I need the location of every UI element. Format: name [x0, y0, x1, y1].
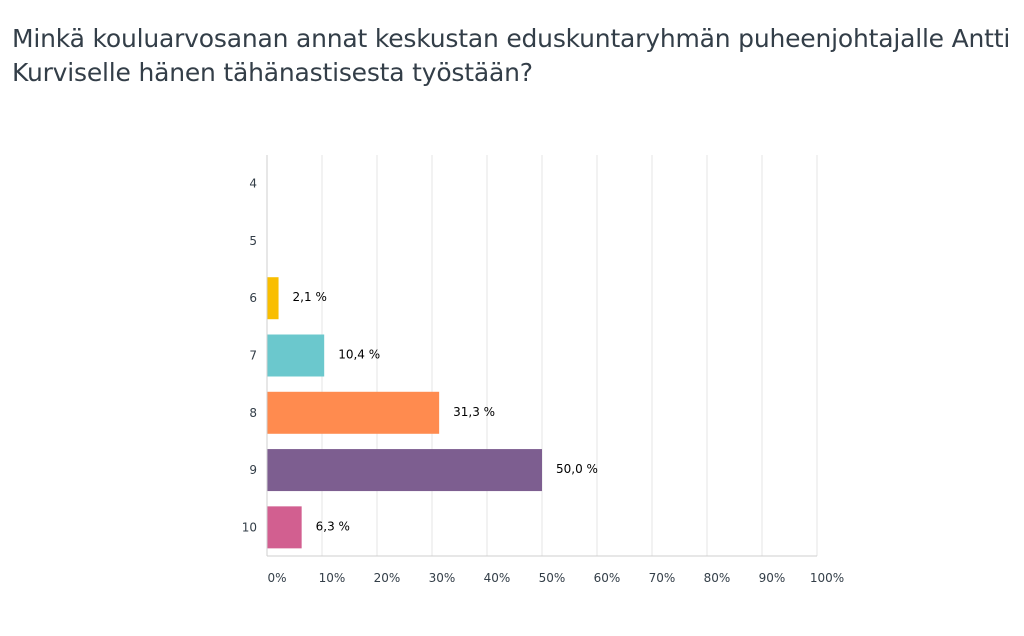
- grid-lines: [321, 155, 818, 556]
- bars: [267, 277, 542, 549]
- data-label-6: 2,1 %: [293, 290, 327, 304]
- bar-10: [267, 506, 302, 549]
- x-tick-label-70: 70%: [649, 571, 676, 585]
- axes: [266, 155, 817, 557]
- category-label-5: 5: [249, 234, 257, 248]
- bar-8: [267, 391, 440, 434]
- category-label-4: 4: [249, 177, 257, 191]
- x-tick-label-20: 20%: [374, 571, 401, 585]
- x-tick-label-0: 0%: [267, 571, 286, 585]
- category-labels: 4 5 6 7 8 9 10: [242, 177, 257, 535]
- x-tick-labels: 0% 10% 20% 30% 40% 50% 60% 70% 80% 90% 100%: [267, 571, 844, 585]
- chart-title: Minkä kouluarvosanan annat keskustan edu…: [12, 24, 1011, 87]
- category-label-8: 8: [249, 406, 257, 420]
- bar-9: [267, 449, 542, 492]
- category-label-9: 9: [249, 463, 257, 477]
- x-tick-label-40: 40%: [484, 571, 511, 585]
- data-label-10: 6,3 %: [316, 519, 350, 533]
- x-tick-label-30: 30%: [429, 571, 456, 585]
- x-tick-label-50: 50%: [539, 571, 566, 585]
- bar-6: [267, 277, 279, 320]
- x-tick-label-100: 100%: [810, 571, 844, 585]
- x-tick-label-80: 80%: [704, 571, 731, 585]
- data-labels: 2,1 % 10,4 % 31,3 % 50,0 % 6,3 %: [293, 290, 598, 533]
- bar-7: [267, 334, 325, 377]
- x-tick-label-60: 60%: [594, 571, 621, 585]
- category-label-6: 6: [249, 291, 257, 305]
- x-tick-label-90: 90%: [759, 571, 786, 585]
- data-label-8: 31,3 %: [453, 405, 495, 419]
- data-label-9: 50,0 %: [556, 462, 598, 476]
- data-label-7: 10,4 %: [338, 348, 380, 362]
- x-tick-label-10: 10%: [319, 571, 346, 585]
- category-label-10: 10: [242, 520, 257, 534]
- category-label-7: 7: [249, 349, 257, 363]
